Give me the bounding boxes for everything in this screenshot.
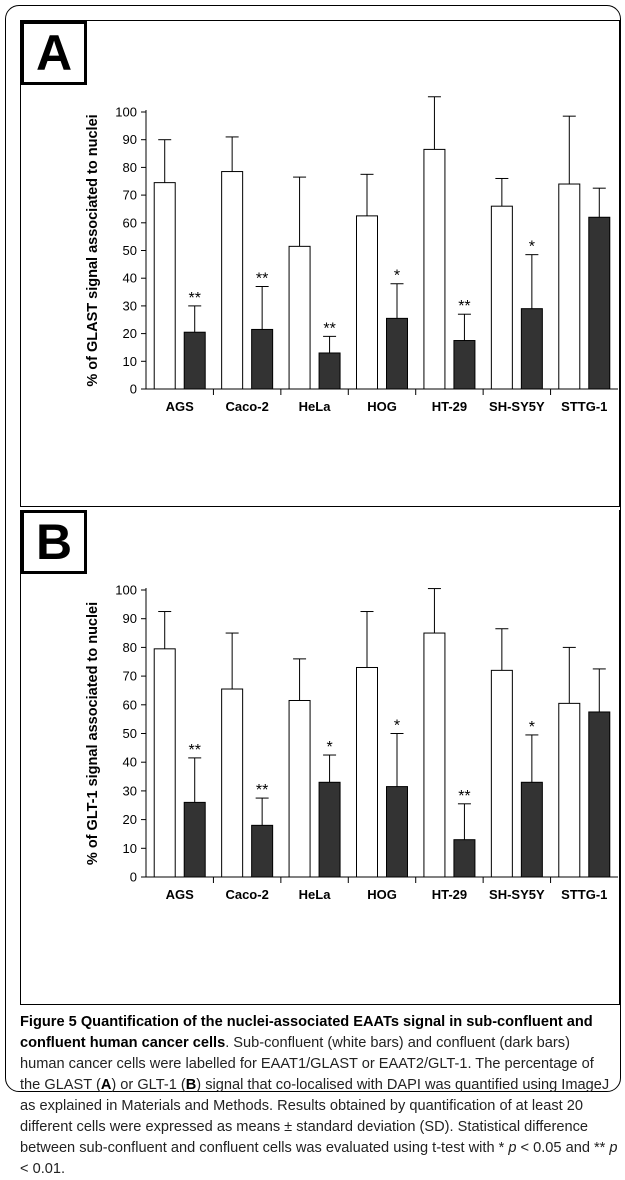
y-tick-label: 30 xyxy=(123,783,137,798)
caption-text-2: ) or GLT-1 ( xyxy=(111,1077,186,1093)
caption-text-5: < 0.01. xyxy=(20,1161,66,1177)
bar-subconfluent xyxy=(423,148,446,390)
bar-confluent xyxy=(453,839,476,878)
significance-marker: ** xyxy=(323,320,335,337)
bar-confluent xyxy=(183,331,206,390)
x-tick-label: Caco-2 xyxy=(225,399,268,414)
caption-ref-a: A xyxy=(100,1077,112,1093)
bar-subconfluent xyxy=(153,648,176,878)
y-tick-label: 60 xyxy=(123,697,137,712)
y-tick-label: 100 xyxy=(115,105,137,120)
bar-confluent xyxy=(588,216,611,390)
y-tick-label: 40 xyxy=(123,271,137,286)
x-tick-label: HOG xyxy=(367,887,397,902)
significance-marker: ** xyxy=(458,298,470,315)
bar-confluent xyxy=(453,340,476,390)
bar-subconfluent xyxy=(221,688,244,878)
chart-a: % of GLAST signal associated to nuclei 0 1… xyxy=(85,96,618,414)
bar-confluent xyxy=(520,308,543,390)
x-tick-label: SH-SY5Y xyxy=(489,399,545,414)
x-tick-label: STTG-1 xyxy=(561,887,607,902)
x-tick-label: SH-SY5Y xyxy=(489,887,545,902)
y-tick-label: 80 xyxy=(123,640,137,655)
caption-p-symbol-2: p xyxy=(609,1140,618,1156)
bar-confluent xyxy=(588,711,611,878)
bar-subconfluent xyxy=(490,669,513,878)
caption-text-4: < 0.05 and ** xyxy=(516,1140,610,1156)
x-tick-label: AGS xyxy=(166,399,195,414)
bar-subconfluent xyxy=(288,699,311,878)
x-tick-label: HeLa xyxy=(299,887,332,902)
bar-confluent xyxy=(251,824,274,878)
y-axis-label: % of GLT-1 signal associated to nuclei xyxy=(85,602,101,865)
figure-caption: Figure 5 Quantification of the nuclei-as… xyxy=(20,1012,618,1180)
significance-marker: * xyxy=(529,719,535,736)
y-tick-label: 20 xyxy=(123,326,137,341)
y-tick-label: 90 xyxy=(123,132,137,147)
figure-frame xyxy=(5,5,621,1092)
y-tick-label: 70 xyxy=(123,669,137,684)
significance-marker: * xyxy=(394,268,400,285)
y-tick-label: 80 xyxy=(123,160,137,175)
panel-b: B % of GLT-1 signal associated to nuclei… xyxy=(20,510,620,1005)
bar-subconfluent xyxy=(423,632,446,878)
significance-marker: ** xyxy=(188,290,200,307)
y-tick-label: 60 xyxy=(123,215,137,230)
bar-subconfluent xyxy=(221,171,244,390)
x-tick-label: STTG-1 xyxy=(561,399,607,414)
y-tick-label: 20 xyxy=(123,812,137,827)
bar-subconfluent xyxy=(490,205,513,390)
caption-title: Figure 5 Quantification of the nuclei-as… xyxy=(20,1014,593,1051)
y-tick-label: 0 xyxy=(130,382,137,397)
significance-marker: * xyxy=(529,239,535,256)
caption-ref-b: B xyxy=(185,1077,197,1093)
y-tick-label: 10 xyxy=(123,841,137,856)
bar-confluent xyxy=(520,781,543,878)
caption-p-symbol-1: p xyxy=(508,1140,517,1156)
significance-marker: ** xyxy=(256,271,268,288)
y-tick-label: 70 xyxy=(123,188,137,203)
bar-confluent xyxy=(318,781,341,878)
x-tick-label: Caco-2 xyxy=(225,887,268,902)
y-axis-label: % of GLAST signal associated to nuclei xyxy=(85,114,101,386)
panel-b-label: B xyxy=(21,510,87,574)
bar-subconfluent xyxy=(356,215,378,390)
x-tick-label: HT-29 xyxy=(432,399,467,414)
significance-marker: * xyxy=(394,718,400,735)
significance-marker: ** xyxy=(188,742,200,759)
y-tick-label: 30 xyxy=(123,298,137,313)
y-tick-label: 90 xyxy=(123,611,137,626)
x-tick-label: AGS xyxy=(166,887,195,902)
bar-confluent xyxy=(251,328,274,390)
y-tick-label: 50 xyxy=(123,243,137,258)
bar-subconfluent xyxy=(558,702,581,878)
significance-marker: ** xyxy=(458,788,470,805)
x-tick-label: HOG xyxy=(367,399,397,414)
y-tick-label: 0 xyxy=(130,870,137,885)
bar-subconfluent xyxy=(558,183,581,390)
panel-a: A % of GLAST signal associated to nuclei… xyxy=(20,20,620,507)
bar-subconfluent xyxy=(153,182,176,390)
chart-b: % of GLT-1 signal associated to nuclei 0 1… xyxy=(85,583,618,902)
x-tick-label: HT-29 xyxy=(432,887,467,902)
y-tick-label: 40 xyxy=(123,755,137,770)
bar-subconfluent xyxy=(288,245,311,390)
y-tick-label: 100 xyxy=(115,583,137,598)
bar-subconfluent xyxy=(356,666,378,878)
panel-a-label: A xyxy=(21,21,87,85)
caption-text-1: . Sub-confluent (white bars) and conflue… xyxy=(20,1035,594,1093)
y-tick-label: 50 xyxy=(123,726,137,741)
x-tick-label: HeLa xyxy=(299,399,332,414)
significance-marker: * xyxy=(326,739,332,756)
bar-confluent xyxy=(386,317,408,390)
bar-confluent xyxy=(386,786,408,878)
significance-marker: ** xyxy=(256,782,268,799)
bar-confluent xyxy=(183,801,206,878)
bar-confluent xyxy=(318,352,341,390)
y-tick-label: 10 xyxy=(123,354,137,369)
